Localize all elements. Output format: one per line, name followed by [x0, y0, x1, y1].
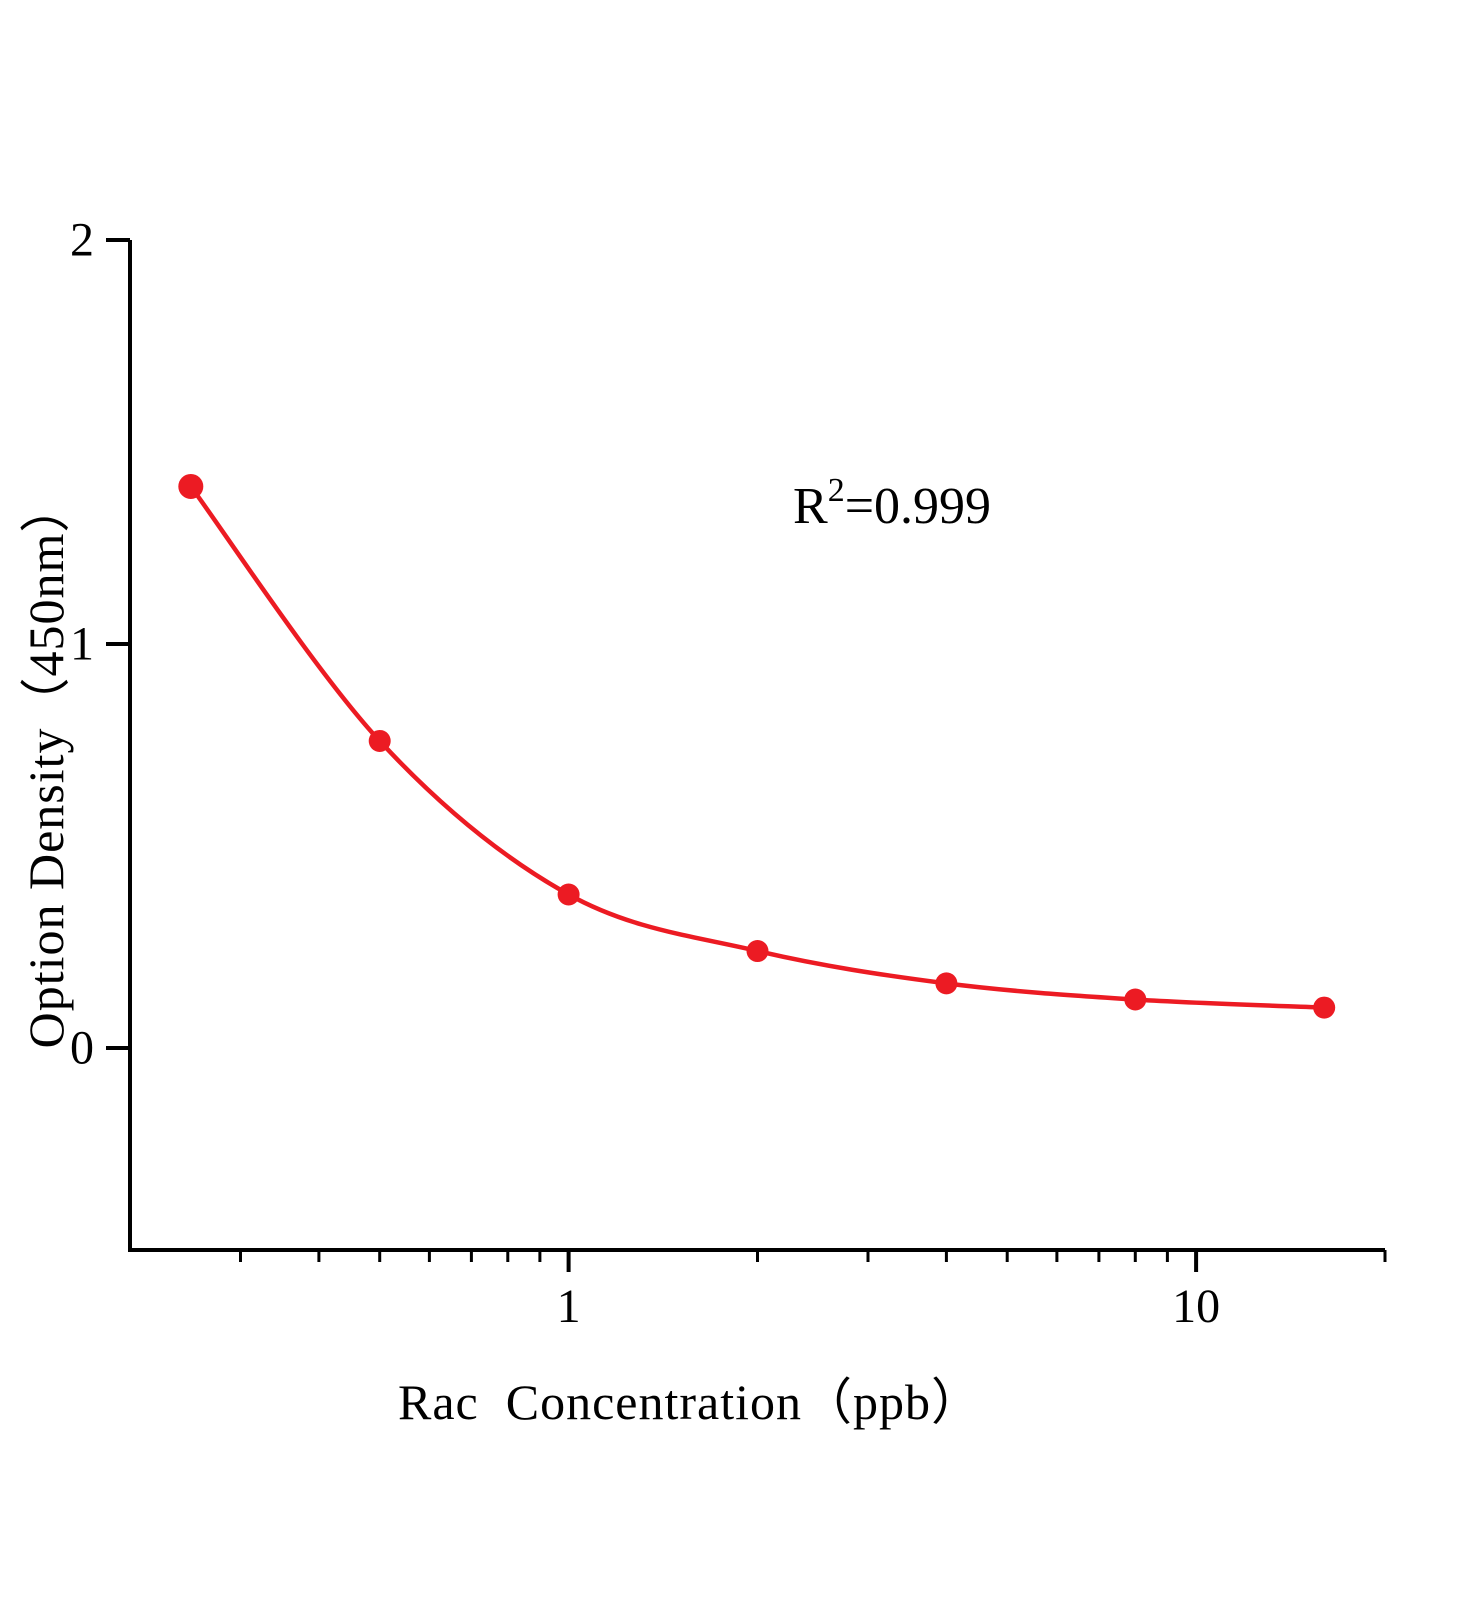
r-squared-exponent: 2 — [827, 472, 845, 509]
data-point — [178, 473, 204, 499]
data-point — [935, 972, 958, 995]
data-point — [368, 729, 391, 752]
x-axis-label: Rac Concentration（ppb） — [398, 1374, 982, 1430]
fit-curve — [188, 484, 1327, 1010]
x-tick-label: 10 — [1172, 1280, 1220, 1333]
data-point — [1124, 988, 1147, 1011]
r-squared-value: =0.999 — [844, 478, 992, 535]
data-point — [557, 883, 580, 906]
y-tick-label: 1 — [70, 618, 94, 671]
r-squared-annotation: R2=0.999 — [793, 472, 991, 536]
x-tick-label: 1 — [557, 1280, 581, 1333]
y-axis-label: Option Density（450nm） — [18, 481, 74, 1049]
y-tick-label: 0 — [70, 1022, 94, 1075]
r-squared-base: R — [793, 478, 828, 535]
data-point — [1313, 996, 1336, 1019]
data-point — [746, 940, 769, 963]
y-tick-label: 2 — [70, 214, 94, 267]
